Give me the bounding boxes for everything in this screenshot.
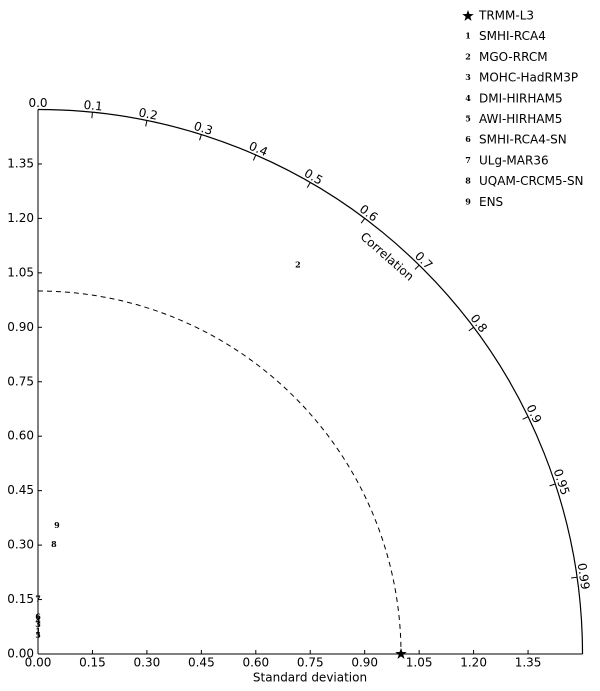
y-tick-label: 0.15 [7, 592, 34, 606]
corr-tick-label: 0.9 [523, 402, 544, 425]
corr-tick [360, 218, 366, 224]
y-tick-label: 1.05 [7, 265, 34, 279]
y-tick-label: 0.00 [7, 647, 34, 661]
legend-label: SMHI-RCA4-SN [479, 133, 567, 147]
legend-marker: 8 [465, 176, 471, 186]
legend-marker: 1 [465, 31, 471, 41]
corr-tick-label: 0.1 [83, 98, 103, 114]
legend-marker: 7 [465, 155, 471, 165]
x-tick-label: 0.75 [297, 656, 324, 670]
legend-label: ENS [479, 195, 503, 209]
corr-tick [571, 576, 578, 579]
legend-label: MGO-RRCM [479, 50, 548, 64]
corr-tick-label: 0.6 [357, 202, 381, 225]
data-point: 6 [35, 612, 41, 622]
x-tick-label: 0.15 [79, 656, 106, 670]
legend-marker: 5 [465, 114, 471, 124]
y-tick-label: 1.35 [7, 156, 34, 170]
corr-tick [306, 182, 311, 188]
data-point: 8 [51, 539, 57, 549]
corr-tick [91, 112, 93, 119]
corr-tick [414, 264, 420, 270]
corr-tick-label: 0.5 [302, 166, 326, 188]
corr-tick-label: 0.99 [575, 562, 593, 590]
data-point: 4 [35, 615, 41, 625]
legend-label: MOHC-HadRM3P [479, 71, 578, 85]
legend-label: SMHI-RCA4 [479, 29, 546, 43]
corr-axis-label: Correlation [358, 229, 417, 283]
corr-tick-label: 0.95 [551, 467, 573, 497]
data-point: 3 [35, 619, 41, 629]
x-tick-label: 0.90 [351, 656, 378, 670]
corr-tick [145, 120, 148, 127]
y-tick-label: 0.45 [7, 483, 34, 497]
corr-tick-label: 0.0 [28, 96, 47, 110]
corr-tick [522, 416, 529, 420]
corr-tick [549, 483, 556, 487]
x-tick-label: 0.30 [134, 656, 161, 670]
outer-arc [37, 108, 584, 655]
corr-tick [199, 134, 202, 141]
legend-marker: 3 [465, 72, 471, 82]
legend-marker: 2 [465, 51, 471, 61]
reference-point [395, 648, 407, 659]
corr-tick-label: 0.8 [467, 312, 490, 336]
data-point: 1 [35, 626, 41, 636]
corr-tick-label: 0.4 [247, 139, 270, 159]
y-tick-label: 0.60 [7, 429, 34, 443]
legend-label: AWI-HIRHAM5 [479, 112, 562, 126]
data-point: 2 [295, 260, 301, 270]
data-point: 5 [35, 630, 41, 640]
data-point: 7 [35, 594, 41, 604]
x-tick-label: 0.60 [242, 656, 269, 670]
legend-label: TRMM-L3 [478, 9, 534, 23]
corr-tick [468, 326, 474, 332]
y-tick-label: 0.75 [7, 374, 34, 388]
x-tick-label: 1.35 [515, 656, 542, 670]
legend-label: ULg-MAR36 [479, 153, 549, 167]
legend-marker: 6 [465, 134, 471, 144]
corr-tick-label: 0.3 [192, 119, 214, 138]
legend-label: UQAM-CRCM5-SN [479, 174, 584, 188]
y-tick-label: 1.20 [7, 211, 34, 225]
x-tick-label: 1.20 [460, 656, 487, 670]
legend-marker: 9 [465, 196, 471, 206]
x-tick-label: 0.45 [188, 656, 215, 670]
y-tick-label: 0.90 [7, 320, 34, 334]
x-tick-label: 1.05 [406, 656, 433, 670]
legend-marker [462, 10, 474, 21]
x-axis-label: Standard deviation [253, 671, 367, 685]
corr-tick-label: 0.2 [137, 105, 159, 123]
x-tick-label: 0.00 [25, 656, 52, 670]
data-point: 9 [54, 520, 60, 530]
reference-arc [37, 290, 402, 655]
legend-label: DMI-HIRHAM5 [479, 91, 563, 105]
corr-tick [252, 154, 257, 161]
y-tick-label: 0.30 [7, 538, 34, 552]
legend-marker: 4 [465, 93, 471, 103]
